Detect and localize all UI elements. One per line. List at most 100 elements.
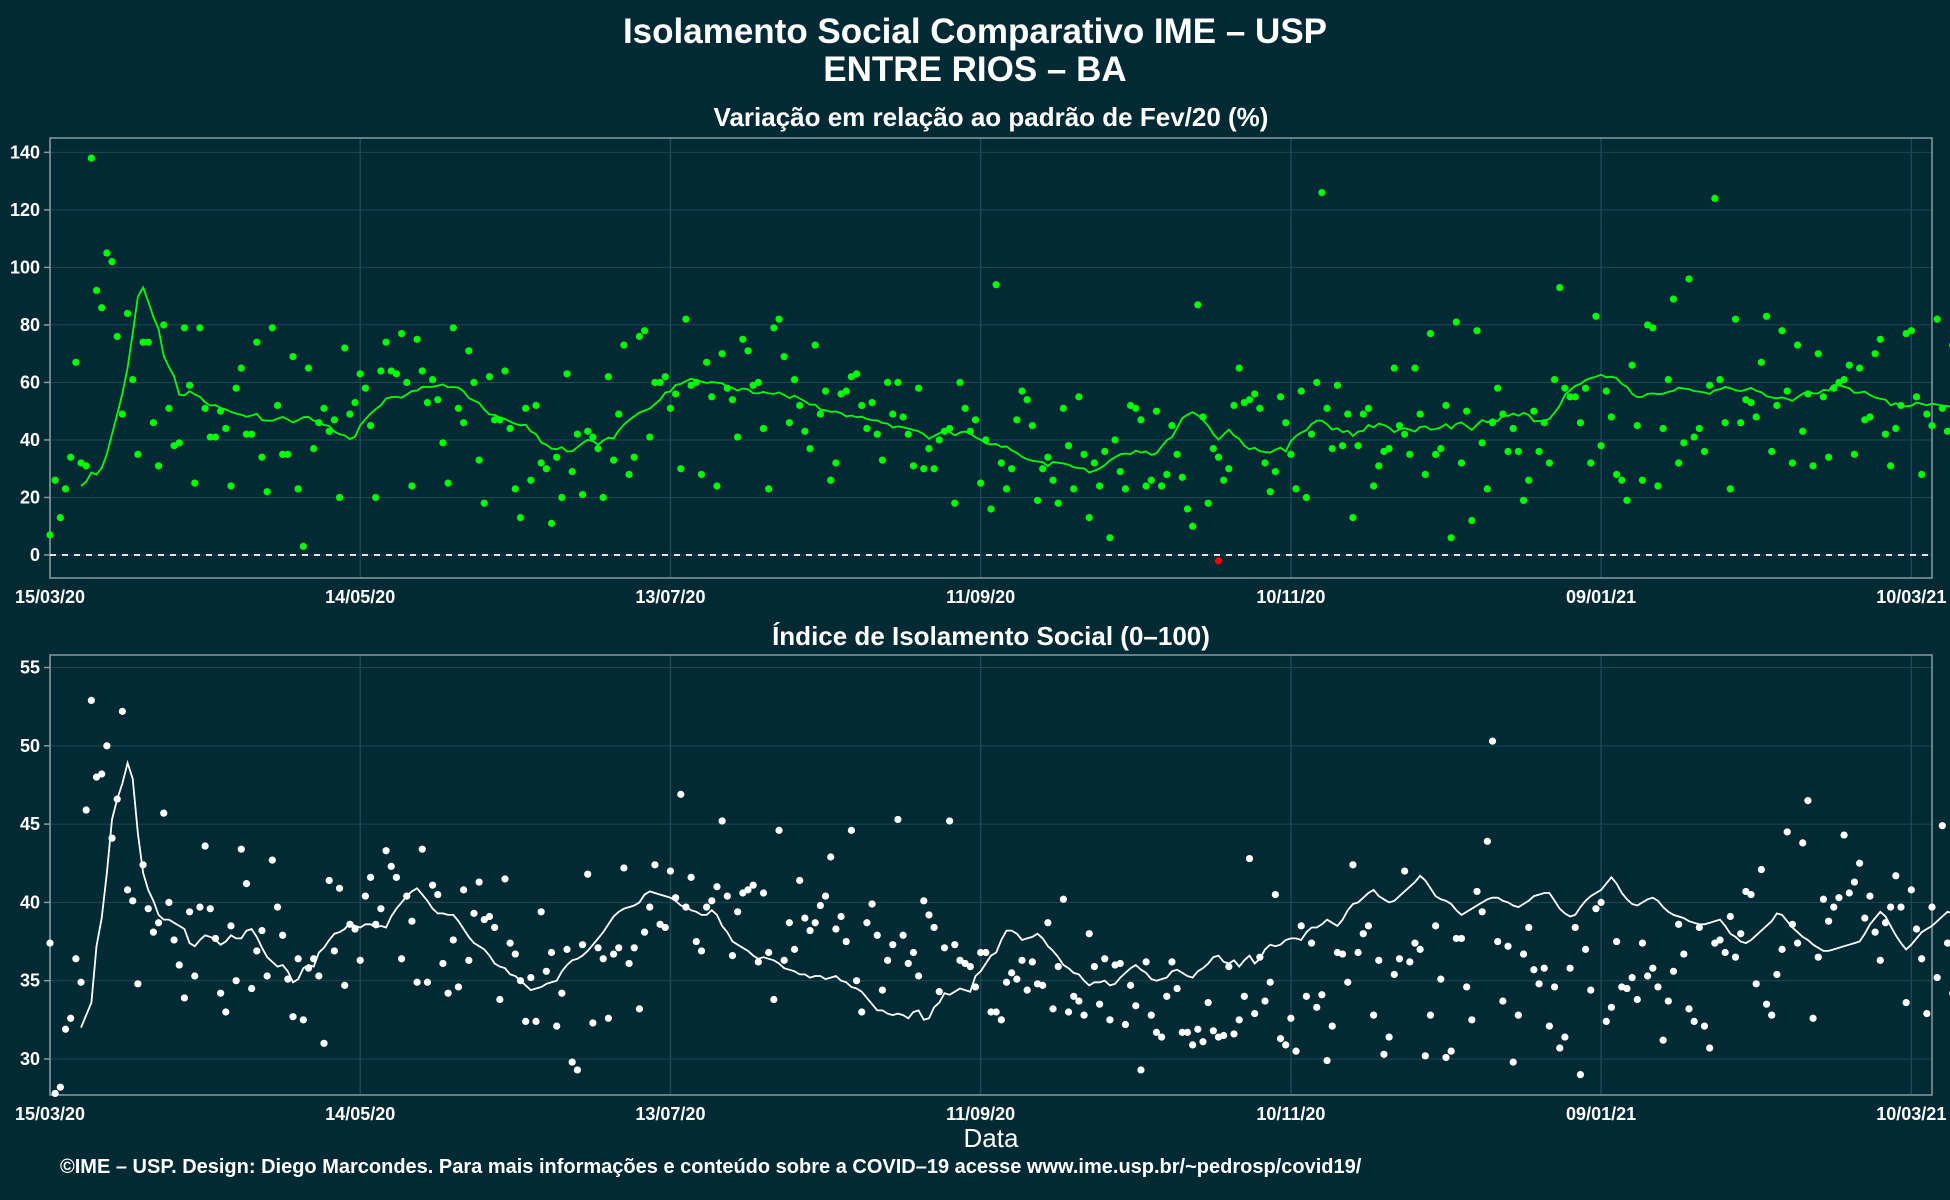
data-point [1840,831,1848,839]
data-point [1499,997,1507,1005]
data-point [1002,978,1011,986]
data-point [935,436,943,444]
data-point [780,956,788,964]
data-point [516,514,525,522]
x-tick-label: 15/03/20 [15,1104,85,1124]
data-point [1690,1017,1698,1026]
data-point [542,967,550,975]
x-tick-label: 09/01/21 [1566,1104,1636,1124]
data-point [165,404,173,412]
data-point [1287,450,1295,458]
data-point [294,485,302,493]
data-point [734,433,742,441]
data-point [532,401,540,410]
data-point [248,984,256,993]
data-point [863,424,871,433]
data-point [1540,964,1548,972]
y-tick-label: 60 [20,372,40,392]
data-point [1716,936,1724,944]
data-point [1442,1053,1450,1062]
data-point [1406,958,1414,966]
data-point [821,387,830,395]
data-point [491,923,499,932]
data-point [868,900,876,908]
data-point [863,919,871,927]
data-point [1731,315,1740,323]
data-point [1411,939,1419,947]
data-point [1494,384,1502,392]
data-point [1824,917,1833,925]
data-point [1225,963,1233,971]
data-point [1757,358,1765,366]
data-point [1354,442,1362,450]
data-point [1307,939,1316,947]
data-point [1545,459,1553,467]
data-point [646,903,654,911]
data-point [408,917,416,925]
data-point [609,950,618,958]
data-point [1649,324,1657,332]
data-point [1923,410,1931,418]
data-point [51,1089,59,1098]
data-point [232,977,240,985]
data-point [1033,496,1042,504]
x-tick-label: 15/03/20 [15,587,85,607]
data-point [1768,1011,1776,1019]
y-tick-label: 80 [20,315,40,335]
data-point [1731,953,1740,961]
data-point [1814,350,1822,358]
data-point [129,897,137,905]
data-point [1488,737,1497,745]
data-point [1313,1003,1321,1011]
data-point [1933,973,1941,982]
data-point [341,981,349,989]
data-point [118,410,126,418]
data-point [868,398,876,407]
data-point [397,329,406,338]
data-point [134,980,142,988]
data-point [971,416,980,424]
data-point [1395,421,1404,430]
data-point [1566,393,1574,401]
data-point [1349,514,1357,522]
data-point [1928,421,1936,430]
data-point [470,909,478,917]
data-point [640,327,649,335]
data-point [253,338,261,346]
data-point [1892,424,1900,433]
x-tick-label: 09/01/21 [1566,587,1636,607]
data-point [946,424,954,433]
data-point [806,444,814,453]
data-point [1483,485,1491,493]
plot-frame [49,654,1933,1096]
data-point [594,944,602,952]
data-point [356,956,364,964]
x-tick-label: 11/09/20 [946,1104,1015,1124]
data-point [873,931,881,939]
data-point [1509,1058,1517,1066]
data-point [1075,393,1083,401]
data-point [1814,953,1822,961]
data-point [1390,970,1398,979]
data-point [1344,978,1352,986]
data-point [1876,956,1884,964]
data-point [1638,476,1647,484]
data-point [1297,387,1305,395]
data-point [785,419,793,427]
data-point [201,842,209,850]
data-point [1147,1011,1155,1019]
y-tick-label: 20 [20,487,40,507]
data-point [1028,958,1036,966]
data-point [242,430,251,438]
chart-subtitle: ENTRE RIOS – BA [823,50,1127,89]
data-point [170,936,178,944]
data-point [72,955,80,963]
x-axis-label: Data [964,1123,1019,1153]
panel-indice: Índice de Isolamento Social (0–100) 15/03… [15,621,1950,1153]
data-point [1064,442,1073,450]
data-point [703,903,711,911]
data-point [1256,404,1264,412]
data-point [1416,410,1424,418]
data-point [604,373,612,381]
data-point [734,908,742,916]
